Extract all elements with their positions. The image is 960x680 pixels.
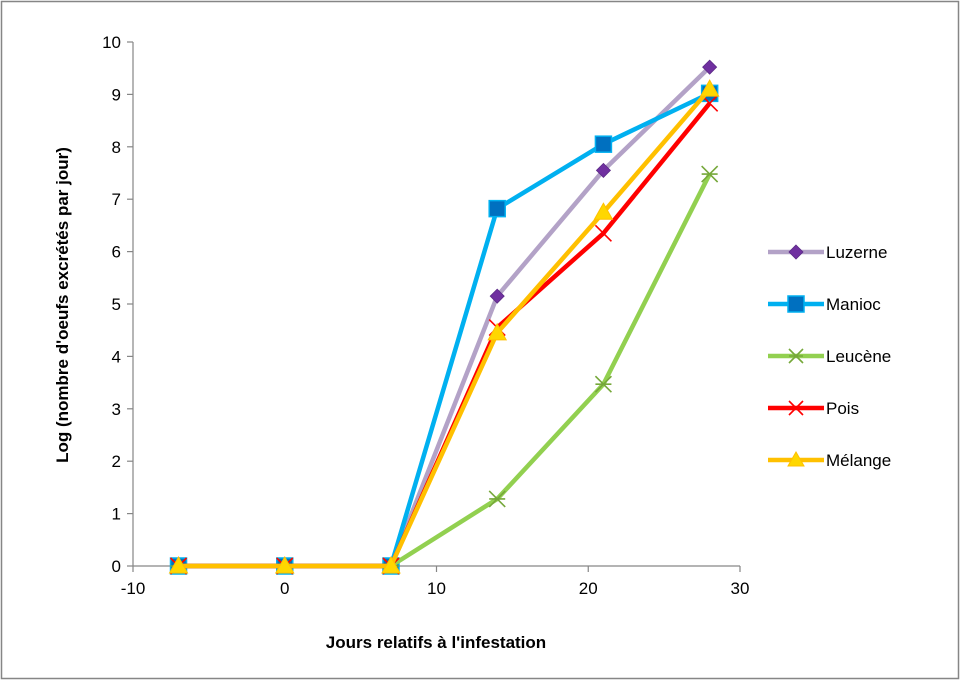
legend-label: Leucène — [826, 347, 891, 366]
data-point — [594, 224, 612, 242]
legend-item: Mélange — [768, 450, 891, 470]
legend-item: Pois — [768, 399, 859, 418]
x-tick-label: 30 — [731, 579, 750, 598]
data-point — [593, 202, 614, 220]
legend-marker — [788, 244, 804, 260]
legend-item: Leucène — [768, 347, 891, 366]
data-point — [594, 135, 613, 153]
data-point — [699, 79, 720, 97]
data-point — [488, 199, 506, 218]
legend: Luzerne Manioc Leucène Pois Mélange — [768, 243, 891, 470]
y-tick-label: 4 — [112, 347, 121, 366]
y-tick-label: 1 — [112, 505, 121, 524]
legend-label: Luzerne — [826, 243, 887, 262]
legend-marker — [788, 348, 804, 364]
y-tick-label: 0 — [112, 557, 121, 576]
x-axis-title: Jours relatifs à l'infestation — [326, 633, 546, 652]
y-tick-label: 7 — [112, 190, 121, 209]
x-tick-label: -10 — [121, 579, 146, 598]
legend-marker — [788, 400, 804, 416]
data-point — [488, 490, 506, 508]
series-group — [168, 59, 720, 575]
y-tick-label: 10 — [102, 33, 121, 52]
legend-label: Pois — [826, 399, 859, 418]
x-tick-label: 10 — [427, 579, 446, 598]
data-point — [702, 59, 718, 75]
legend-marker — [787, 295, 805, 313]
data-point — [489, 288, 505, 304]
legend-label: Mélange — [826, 451, 891, 470]
series-line — [178, 87, 712, 569]
x-tick-label: 20 — [579, 579, 598, 598]
data-point — [274, 555, 295, 574]
y-axis-title: Log (nombre d'oeufs excrétés par jour) — [53, 147, 72, 463]
y-tick-label: 9 — [112, 85, 121, 104]
x-tick-label: 0 — [280, 579, 289, 598]
y-tick-label: 8 — [112, 138, 121, 157]
legend-item: Luzerne — [768, 243, 887, 262]
y-tick-label: 5 — [112, 295, 121, 314]
data-point — [487, 322, 508, 341]
data-point — [595, 162, 611, 178]
legend-marker — [787, 450, 805, 467]
legend-label: Manioc — [826, 295, 881, 314]
y-tick-label: 6 — [112, 243, 121, 262]
legend-item: Manioc — [768, 295, 881, 314]
data-point — [594, 375, 612, 393]
y-tick-label: 3 — [112, 400, 121, 419]
data-point — [381, 555, 401, 574]
y-tick-label: 2 — [112, 452, 121, 471]
series-mélange-group — [168, 79, 720, 574]
data-point — [168, 555, 189, 574]
data-point — [701, 165, 719, 183]
